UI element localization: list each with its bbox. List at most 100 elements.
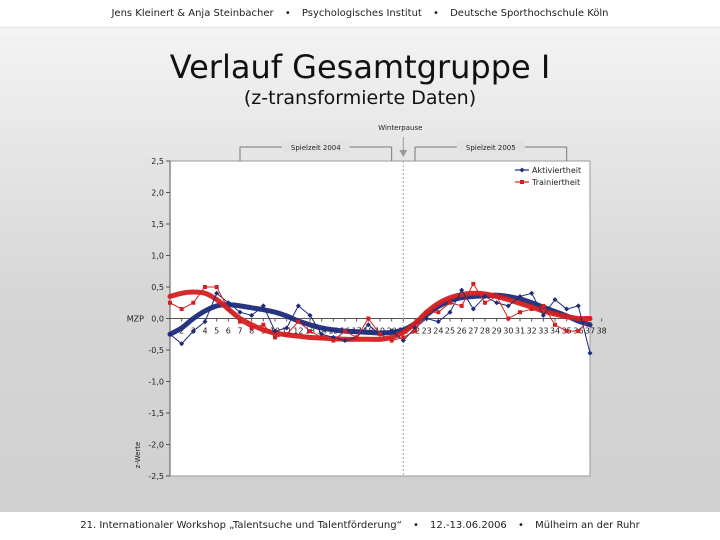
legend-marker-aktiviertheit [519,167,525,173]
data-point-aktiviertheit [447,309,453,315]
season-2004-label-bg [281,141,350,152]
data-point-trainiertheit [436,310,441,315]
x-tick-label: 27 [468,327,478,336]
y-tick-label: -2,0 [148,441,164,450]
data-point-trainiertheit [354,335,359,340]
data-point-trainiertheit [553,322,557,327]
data-point-trainiertheit [459,303,464,308]
header-authors: Jens Kleinert & Anja Steinbacher [111,8,274,19]
data-point-trainiertheit [483,300,487,305]
data-point-aktiviertheit [249,312,255,318]
footer-separator: • [518,520,524,531]
season-2005-label-bg [456,141,525,152]
x-tick-label: 4 [202,327,207,336]
x-tick-label: 30 [503,327,513,336]
data-point-aktiviertheit [307,312,313,318]
x-tick-label: 33 [538,327,548,336]
x-tick-label: 23 [422,327,432,336]
footer-event: 21. Internationaler Workshop „Talentsuch… [80,520,402,531]
legend-label-aktiviertheit: Aktiviertheit [532,166,581,175]
x-axis-label: MZP [127,315,144,324]
data-point-aktiviertheit [494,300,500,306]
y-tick-label: 0,5 [151,283,164,292]
data-point-aktiviertheit [540,312,546,318]
y-tick-label: -1,0 [148,378,164,387]
x-tick-label: 7 [237,327,242,336]
data-point-aktiviertheit [179,341,185,347]
y-tick-label: -2,5 [148,472,164,481]
data-point-trainiertheit [238,319,242,324]
data-point-aktiviertheit [470,306,476,312]
data-point-trainiertheit [576,329,581,334]
data-point-trainiertheit [448,300,452,305]
data-point-trainiertheit [226,307,231,312]
data-point-trainiertheit [541,303,546,308]
data-point-trainiertheit [179,307,184,312]
slide-footer: 21. Internationaler Workshop „Talentsuch… [0,512,720,540]
legend-marker-trainiertheit [520,180,524,184]
data-point-trainiertheit [343,329,347,334]
data-point-aktiviertheit [284,325,290,331]
y-tick-label: 2,5 [151,157,164,166]
data-point-aktiviertheit [482,293,488,299]
data-point-aktiviertheit [587,350,593,356]
slide-header: Jens Kleinert & Anja Steinbacher • Psych… [0,0,720,28]
data-point-aktiviertheit [342,338,348,344]
x-tick-label: 24 [433,327,443,336]
data-point-aktiviertheit [295,303,301,309]
data-point-trainiertheit [331,338,336,343]
slide-subtitle: (z-transformierte Daten) [243,87,477,109]
data-point-aktiviertheit [389,328,395,334]
data-point-trainiertheit [413,329,417,334]
x-tick-label: 26 [457,327,467,336]
x-tick-label: 6 [226,327,231,336]
data-point-trainiertheit [471,281,476,286]
season-2004-label: Spielzeit 2004 [291,144,341,152]
data-point-trainiertheit [494,294,499,299]
data-point-trainiertheit [401,335,406,340]
data-point-trainiertheit [296,319,301,324]
x-tick-label: 25 [445,327,455,336]
data-point-trainiertheit [273,335,277,340]
data-point-trainiertheit [378,332,382,337]
x-tick-label: 5 [214,327,219,336]
x-tick-label: 29 [492,327,502,336]
data-point-trainiertheit [529,307,534,312]
data-point-aktiviertheit [505,303,511,309]
data-point-trainiertheit [319,335,324,340]
data-point-aktiviertheit [552,297,558,303]
x-tick-label: 12 [293,327,303,336]
x-tick-label: 8 [249,327,254,336]
winter-break-label: Winterpause [378,124,422,132]
winter-break-arrow [399,150,408,157]
x-tick-label: 37 [585,327,595,336]
data-point-aktiviertheit [424,316,430,321]
data-point-aktiviertheit [517,293,523,299]
header-separator: • [284,8,291,19]
y-tick-label: 0,0 [151,315,164,324]
y-tick-label: 1,0 [151,252,164,261]
x-tick-label: 2 [179,327,184,336]
data-point-aktiviertheit [202,319,208,325]
data-point-trainiertheit [284,332,289,337]
x-tick-label: 28 [480,327,490,336]
data-point-aktiviertheit [365,322,371,328]
data-point-trainiertheit [308,329,312,334]
data-point-trainiertheit [261,322,266,327]
data-point-trainiertheit [564,329,569,334]
data-point-trainiertheit [518,310,522,315]
data-point-trainiertheit [389,338,394,343]
data-point-trainiertheit [366,316,371,321]
data-point-trainiertheit [214,285,219,289]
y-tick-label: -0,5 [148,346,164,355]
footer-separator: • [412,520,419,531]
slide-title: Verlauf Gesamtgruppe I [169,48,551,86]
x-tick-label: 31 [515,327,525,336]
season-2005-label: Spielzeit 2005 [466,144,516,152]
data-point-trainiertheit [203,285,207,289]
y-tick-label: -1,5 [148,409,164,418]
data-point-aktiviertheit [272,328,278,334]
data-point-aktiviertheit [190,328,196,334]
legend-label-trainiertheit: Trainiertheit [531,178,580,187]
